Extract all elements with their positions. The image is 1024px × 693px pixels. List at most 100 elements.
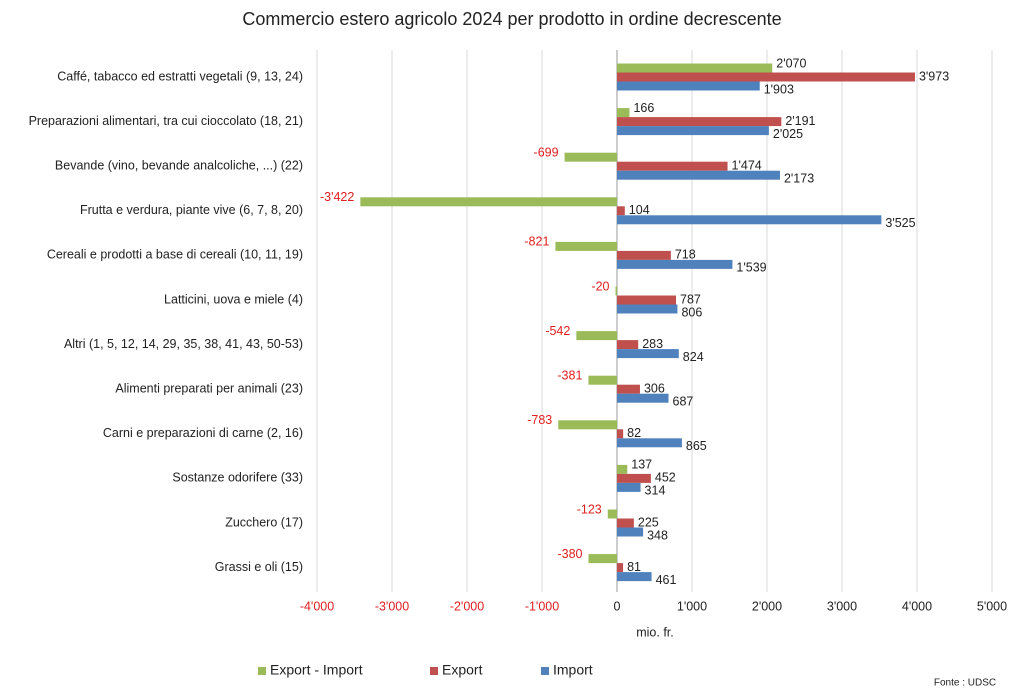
- x-tick-label: -2'000: [450, 599, 484, 613]
- value-label: 1'903: [764, 82, 794, 96]
- bar: [360, 197, 617, 207]
- value-label: -123: [577, 502, 602, 516]
- value-label: -381: [557, 368, 582, 382]
- legend-label: Export: [442, 662, 483, 678]
- bar: [617, 295, 677, 305]
- bar: [615, 286, 617, 296]
- bar: [617, 340, 639, 350]
- x-tick-label: 4'000: [902, 599, 932, 613]
- value-label: 865: [686, 439, 707, 453]
- value-label: 806: [681, 305, 702, 319]
- value-label: 314: [645, 484, 666, 498]
- bar: [607, 509, 617, 519]
- value-label: 82: [627, 426, 641, 440]
- legend-label: Import: [553, 662, 593, 678]
- y-tick-label: Frutta e verdura, piante vive (6, 7, 8, …: [80, 203, 303, 217]
- legend-swatch: [258, 667, 266, 675]
- bar: [617, 117, 782, 127]
- bar: [617, 63, 773, 73]
- bar: [617, 572, 652, 582]
- bar: [617, 170, 780, 180]
- y-tick-label: Caffé, tabacco ed estratti vegetali (9, …: [57, 69, 303, 83]
- value-label: 137: [631, 458, 652, 472]
- value-label: 81: [627, 560, 641, 574]
- y-tick-label: Bevande (vino, bevande analcoliche, ...)…: [55, 158, 303, 172]
- value-label: 452: [655, 471, 676, 485]
- value-label: 166: [633, 101, 654, 115]
- bar: [617, 72, 915, 82]
- value-label: 2'025: [773, 127, 803, 141]
- value-label: 461: [656, 573, 677, 587]
- bar: [617, 108, 630, 118]
- value-label: -783: [527, 413, 552, 427]
- chart-title: Commercio estero agricolo 2024 per prodo…: [242, 9, 781, 29]
- legend-label: Export - Import: [270, 662, 363, 678]
- value-label: -3'422: [320, 190, 354, 204]
- y-tick-label: Alimenti preparati per animali (23): [115, 381, 303, 395]
- x-tick-label: -4'000: [300, 599, 334, 613]
- value-label: 1'539: [736, 261, 766, 275]
- value-label: -380: [557, 547, 582, 561]
- bar: [617, 126, 769, 136]
- bar: [617, 161, 728, 171]
- bar: [576, 331, 617, 341]
- bar: [617, 384, 640, 394]
- y-tick-label: Grassi e oli (15): [215, 560, 303, 574]
- bar: [564, 152, 617, 162]
- bar: [617, 527, 644, 537]
- x-axis-label: mio. fr.: [636, 625, 674, 639]
- x-tick-label: 2'000: [752, 599, 782, 613]
- y-tick-label: Altri (1, 5, 12, 14, 29, 35, 38, 41, 43,…: [64, 337, 303, 351]
- legend-swatch: [430, 667, 438, 675]
- value-label: 718: [675, 248, 696, 262]
- bar: [617, 429, 624, 439]
- value-label: -542: [545, 324, 570, 338]
- value-label: 104: [629, 203, 650, 217]
- bar: [617, 349, 679, 359]
- bar: [588, 554, 617, 564]
- value-label: -699: [534, 145, 559, 159]
- bar: [617, 81, 760, 91]
- y-tick-label: Zucchero (17): [225, 515, 303, 529]
- source: Fonte : UDSC: [934, 678, 996, 689]
- value-label: 1'474: [732, 158, 762, 172]
- x-tick-label: 1'000: [677, 599, 707, 613]
- bar: [588, 375, 617, 385]
- value-label: 283: [642, 337, 663, 351]
- value-label: 787: [680, 292, 701, 306]
- value-label: 687: [673, 394, 694, 408]
- value-label: -20: [591, 279, 609, 293]
- value-label: 348: [647, 528, 668, 542]
- bar: [558, 420, 617, 430]
- x-tick-label: -1'000: [525, 599, 559, 613]
- value-label: 306: [644, 381, 665, 395]
- bar: [617, 563, 624, 573]
- bar: [617, 393, 669, 403]
- value-label: 2'173: [784, 171, 814, 185]
- bar: [617, 464, 628, 474]
- value-label: 3'973: [919, 69, 949, 83]
- x-tick-label: -3'000: [375, 599, 409, 613]
- x-tick-label: 0: [614, 599, 621, 613]
- value-label: 2'191: [785, 114, 815, 128]
- y-tick-label: Latticini, uova e miele (4): [164, 292, 303, 306]
- bar: [555, 241, 617, 251]
- x-tick-label: 3'000: [827, 599, 857, 613]
- value-label: -821: [524, 235, 549, 249]
- value-label: 3'525: [885, 216, 915, 230]
- bar: [617, 250, 671, 260]
- y-tick-label: Carni e preparazioni di carne (2, 16): [103, 426, 303, 440]
- value-label: 225: [638, 515, 659, 529]
- bar: [617, 304, 678, 314]
- y-tick-label: Preparazioni alimentari, tra cui cioccol…: [29, 114, 303, 128]
- bar: [617, 482, 641, 492]
- value-label: 824: [683, 350, 704, 364]
- bar: [617, 438, 682, 448]
- bar: [617, 473, 651, 483]
- bar: [617, 215, 882, 225]
- value-label: 2'070: [776, 56, 806, 70]
- legend-swatch: [541, 667, 549, 675]
- bar: [617, 259, 733, 269]
- bar: [617, 206, 625, 216]
